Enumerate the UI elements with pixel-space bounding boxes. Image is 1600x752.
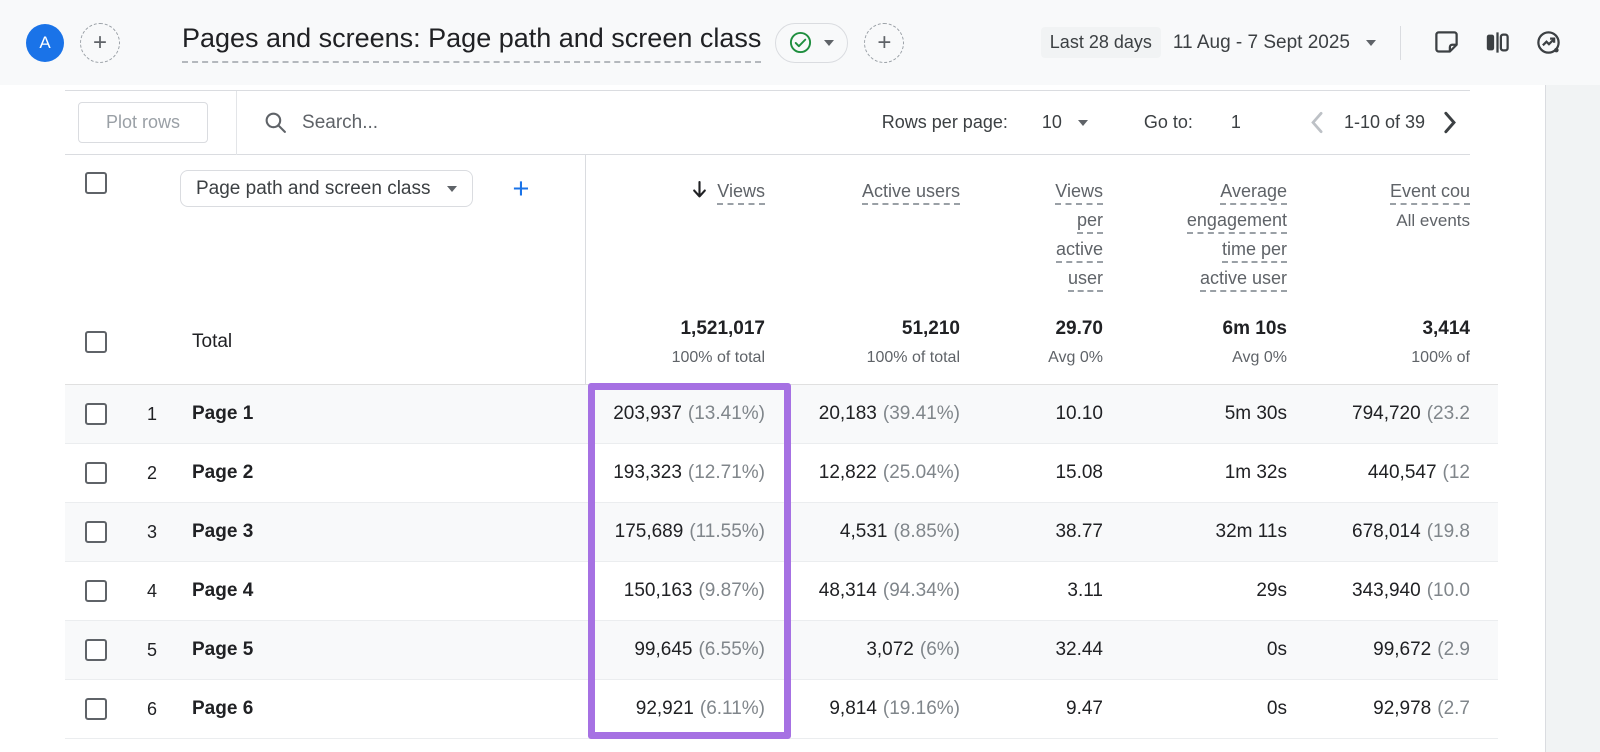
date-range-value[interactable]: 11 Aug - 7 Sept 2025 [1172,31,1350,53]
row-checkbox[interactable] [85,462,107,484]
search-icon [263,110,288,135]
notes-icon[interactable] [1421,29,1472,56]
total-active-users: 51,210 [901,317,960,339]
divider [1400,25,1401,60]
total-views: 1,521,017 [680,317,765,339]
topbar: A + Pages and screens: Page path and scr… [0,0,1600,85]
caret-down-icon [446,185,457,192]
date-range-label: Last 28 days [1040,27,1161,58]
pagination-controls: Rows per page: 10 Go to: 1 1-10 of 39 [882,111,1470,134]
total-avg-engagement: 6m 10s [1222,317,1287,339]
caret-down-icon[interactable] [1366,39,1376,46]
table-header: Page path and screen class + Views Activ… [65,155,1498,300]
dimension-selector[interactable]: Page path and screen class [180,170,473,207]
row-checkbox[interactable] [85,580,107,602]
column-header-event-count[interactable]: Event cou All events [1389,181,1470,230]
check-circle-icon [789,31,812,54]
column-header-active-users[interactable]: Active users [777,155,972,300]
add-button[interactable]: + [80,22,120,63]
goto-page-input[interactable]: 1 [1230,112,1241,132]
table-row: 5 Page 5 99,645 (6.55%) 3,072 (6%) 32.44 0… [65,621,1498,680]
page-gutter [1545,85,1600,752]
compare-icon[interactable] [1472,29,1523,56]
prev-page-button[interactable] [1309,111,1324,134]
table-row: 1 Page 1 203,937 (13.41%) 20,183 (39.41%) … [65,385,1498,444]
caret-down-icon [824,39,835,46]
row-checkbox[interactable] [85,639,107,661]
total-views-per-user: 29.70 [1055,317,1103,339]
select-all-checkbox[interactable] [85,172,107,194]
caret-down-icon[interactable] [1077,119,1088,126]
page-name: Page 5 [192,639,254,660]
table-row: 3 Page 3 175,689 (11.55%) 4,531 (8.85%) 38… [65,503,1498,562]
column-header-avg-engagement[interactable]: Average engagement time per active user [1115,155,1299,300]
rows-per-page-label: Rows per page: [881,112,1008,132]
column-header-views[interactable]: Views [585,155,777,300]
divider [236,90,238,155]
rows-per-page-value[interactable]: 10 [1041,112,1062,132]
row-checkbox[interactable] [85,698,107,720]
table-toolbar: Plot rows Rows per page: 10 Go to: 1 1-1… [65,90,1470,155]
page-name: Page 6 [192,698,254,719]
row-checkbox[interactable] [85,403,107,425]
table-body: 1 Page 1 203,937 (13.41%) 20,183 (39.41%) … [65,385,1498,739]
approval-status-pill[interactable] [775,22,849,63]
goto-label: Go to: [1143,112,1193,132]
sort-desc-icon [691,180,708,200]
total-row: Total 1,521,017 100% of total 51,210 100… [65,300,1498,385]
page-name: Page 3 [192,521,254,542]
table-row: 2 Page 2 193,323 (12.71%) 12,822 (25.04%) … [65,444,1498,503]
row-checkbox[interactable] [85,521,107,543]
dimension-selector-label: Page path and screen class [196,177,431,199]
total-checkbox[interactable] [85,331,107,353]
avatar[interactable]: A [26,23,64,62]
total-label: Total [192,331,233,352]
add-dimension-button[interactable]: + [512,173,530,205]
add-tab-button[interactable]: + [864,22,905,63]
table-row: 6 Page 6 92,921 (6.11%) 9,814 (19.16%) 9.4… [65,680,1498,739]
page-name: Page 4 [192,580,254,601]
total-event-count: 3,414 [1422,317,1470,339]
next-page-button[interactable] [1443,111,1458,134]
page-name: Page 2 [192,462,254,483]
pagination-range: 1-10 of 39 [1343,112,1425,132]
page-name: Page 1 [192,403,254,424]
search-box [263,110,882,135]
table-row: 4 Page 4 150,163 (9.87%) 48,314 (94.34%) 3… [65,562,1498,621]
column-divider [585,155,586,385]
search-input[interactable] [302,111,623,134]
column-header-views-per-user[interactable]: Views per active user [972,155,1115,300]
insights-icon[interactable] [1523,29,1574,56]
plot-rows-button[interactable]: Plot rows [78,102,209,143]
report-title[interactable]: Pages and screens: Page path and screen … [182,23,762,63]
